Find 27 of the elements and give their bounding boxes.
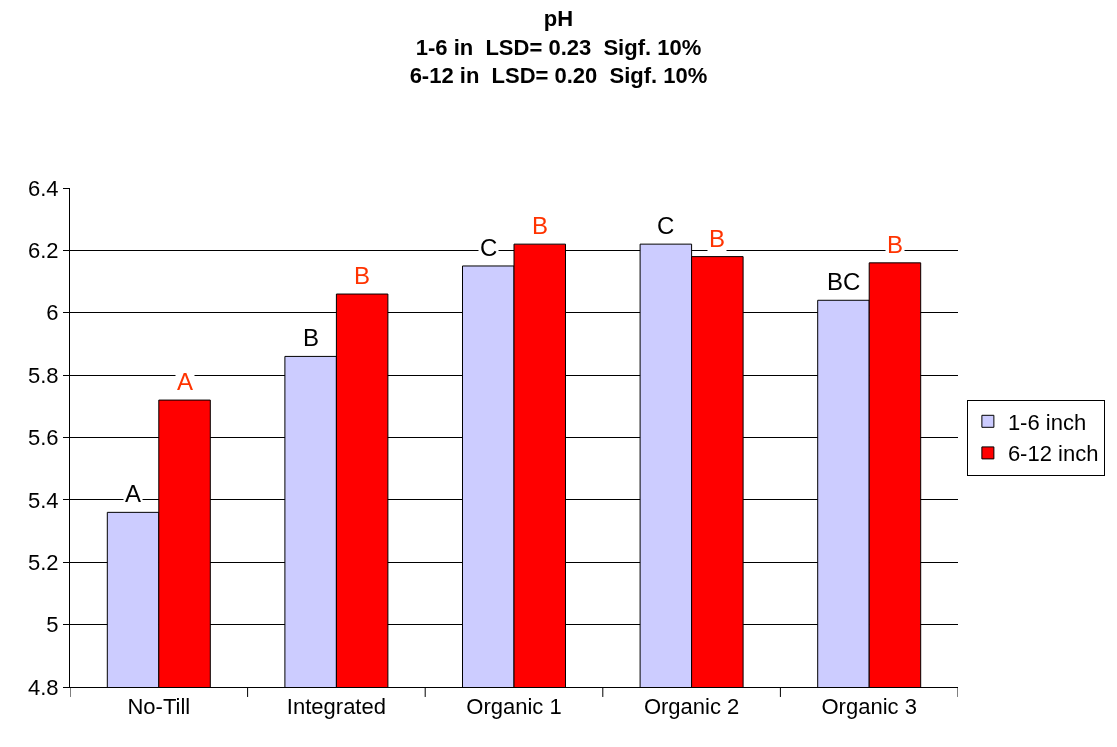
data-label: C [657,212,675,239]
y-tick-label: 4.8 [28,674,59,700]
x-tick-label: No-Till [127,694,191,720]
data-label: C [480,234,498,261]
y-tick-label: 5.8 [28,362,59,388]
y-tick-label: 6.2 [28,238,59,264]
y-tick-label: 5 [46,612,59,638]
legend-label: 1-6 inch [1007,409,1087,435]
x-tick-label: Organic 1 [466,694,562,720]
data-label: B [709,225,726,252]
x-tick-label: Organic 2 [643,694,740,720]
legend-label: 6-12 inch [1007,441,1099,467]
y-tick-label: 6 [46,300,59,326]
chart-title: pH 1-6 in LSD= 0.23 Sigf. 10% 6-12 in LSD= 0.20 Sigf. 10% [409,6,708,89]
data-label: A [125,480,142,507]
data-label: B [532,212,549,239]
data-label: BC [827,268,861,295]
y-tick-label: 5.6 [28,425,59,451]
y-tick-label: 5.4 [28,487,59,513]
data-label: B [887,231,904,258]
y-tick-label: 6.4 [28,175,59,201]
data-label: B [354,262,371,289]
data-label: A [177,368,194,395]
x-tick-label: Organic 3 [821,694,917,720]
data-label: B [303,324,320,351]
x-tick-label: Integrated [286,694,386,720]
y-tick-label: 5.2 [28,549,59,575]
